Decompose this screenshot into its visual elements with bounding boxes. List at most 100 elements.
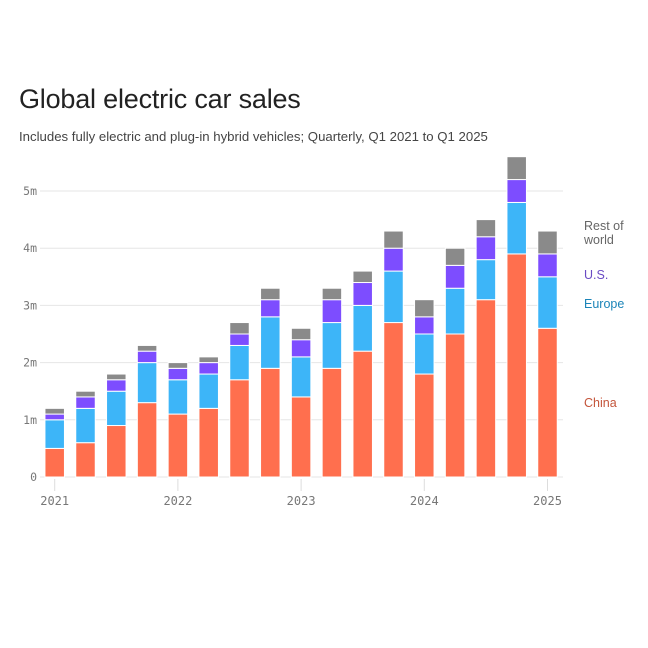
bar-stack [475, 219, 497, 478]
legend-china: China [584, 396, 617, 410]
bar-segment-rest-of-world [475, 219, 497, 238]
bar-segment-china [106, 425, 127, 478]
bar-segment-europe [44, 419, 65, 449]
x-tick-label: 2023 [287, 494, 316, 508]
bar-segment-china [44, 447, 65, 478]
bar-segment-europe [167, 379, 189, 415]
bar-segment-rest-of-world [136, 344, 158, 352]
bar-segment-u-s [506, 179, 527, 203]
bar-segment-china [321, 367, 343, 478]
bar-segment-rest-of-world [506, 156, 527, 181]
bar-segment-rest-of-world [75, 390, 96, 398]
bar-segment-china [229, 379, 250, 478]
y-tick-label: 5m [23, 184, 37, 198]
legend-label-rest-of-world-line1: Rest of [584, 219, 624, 233]
bar-stack [321, 287, 343, 478]
bar-segment-europe [290, 356, 312, 398]
y-tick-label: 1m [23, 413, 37, 427]
y-tick-label: 4m [23, 241, 37, 255]
bar-segment-rest-of-world [106, 373, 127, 381]
bar-segment-europe [260, 316, 281, 369]
bar-segment-rest-of-world [352, 270, 373, 284]
bar-segment-u-s [321, 299, 343, 324]
y-tick-label: 2m [23, 356, 37, 370]
x-tick-label: 2024 [410, 494, 439, 508]
bar-segment-u-s [229, 333, 250, 346]
y-axis: 0 1m 2m 3m 4m 5m [23, 184, 37, 484]
bar-stack [106, 373, 127, 478]
bar-segment-u-s [198, 362, 219, 375]
bar-segment-europe [198, 373, 219, 409]
legend-label-us: U.S. [584, 268, 609, 282]
bar-segment-u-s [290, 339, 312, 358]
bar-segment-china [475, 299, 497, 478]
bar-segment-rest-of-world [198, 356, 219, 364]
legend-label-china: China [584, 396, 617, 410]
bar-segment-u-s [383, 247, 404, 272]
y-tick-label: 0 [30, 470, 37, 484]
x-axis: 2021 2022 2023 2024 2025 [40, 479, 562, 508]
bar-segment-china [75, 442, 96, 478]
bar-segment-rest-of-world [383, 230, 404, 249]
bar-stack [444, 247, 466, 478]
chart-subtitle: Includes fully electric and plug-in hybr… [19, 129, 488, 144]
bar-stack [75, 390, 96, 478]
legend-rest-of-world: Rest of world [584, 219, 624, 247]
bar-segment-europe [352, 304, 373, 352]
bar-stack [290, 327, 312, 478]
bar-segment-europe [106, 390, 127, 427]
legend-europe: Europe [584, 297, 624, 311]
bar-segment-china [506, 253, 527, 478]
bar-segment-rest-of-world [414, 299, 435, 318]
bar-segment-china [260, 367, 281, 478]
bar-segment-china [414, 373, 435, 478]
bar-segment-europe [383, 270, 404, 324]
bar-segment-u-s [475, 236, 497, 261]
bar-segment-europe [75, 407, 96, 444]
bar-segment-u-s [136, 350, 158, 364]
bar-segment-rest-of-world [44, 407, 65, 415]
bar-segment-china [136, 402, 158, 478]
bar-stacks [44, 156, 558, 478]
bar-stack [229, 322, 250, 478]
bar-segment-rest-of-world [321, 287, 343, 301]
bar-segment-europe [444, 287, 466, 335]
bar-stack [414, 299, 435, 478]
bar-segment-u-s [444, 264, 466, 289]
bar-segment-europe [229, 344, 250, 381]
bar-segment-europe [321, 322, 343, 369]
bar-segment-china [383, 322, 404, 478]
bar-segment-rest-of-world [444, 247, 466, 266]
x-tick-label: 2021 [40, 494, 69, 508]
bar-stack [44, 407, 65, 478]
bar-segment-u-s [44, 413, 65, 421]
bar-stack [352, 270, 373, 478]
bar-segment-u-s [260, 299, 281, 318]
bar-segment-china [444, 333, 466, 478]
bar-segment-china [352, 350, 373, 478]
bar-segment-china [537, 327, 558, 478]
bar-segment-u-s [414, 316, 435, 335]
bar-segment-u-s [75, 396, 96, 409]
bar-stack [167, 362, 189, 478]
bar-segment-china [198, 407, 219, 478]
bar-segment-europe [475, 259, 497, 301]
bar-stack [537, 230, 558, 478]
bar-segment-u-s [167, 367, 189, 381]
bar-segment-u-s [106, 379, 127, 392]
bar-segment-rest-of-world [260, 287, 281, 301]
legend-label-rest-of-world-line2: world [584, 233, 614, 247]
bar-segment-rest-of-world [167, 362, 189, 369]
bar-segment-rest-of-world [229, 322, 250, 335]
bar-stack [506, 156, 527, 478]
bar-segment-europe [136, 362, 158, 404]
bar-segment-rest-of-world [290, 327, 312, 341]
bar-segment-u-s [537, 253, 558, 278]
x-tick-label: 2025 [533, 494, 562, 508]
chart-title: Global electric car sales [19, 84, 301, 114]
y-tick-label: 3m [23, 298, 37, 312]
x-tick-label: 2022 [163, 494, 192, 508]
bar-stack [198, 356, 219, 478]
bar-segment-china [290, 396, 312, 478]
